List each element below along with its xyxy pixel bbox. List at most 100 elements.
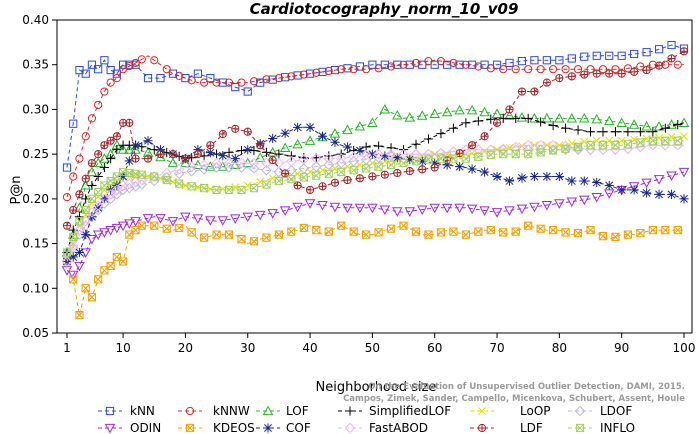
data-point: [678, 167, 690, 178]
data-point: [92, 230, 104, 241]
data-point: [74, 224, 85, 236]
data-point: [362, 65, 371, 74]
data-point: [69, 232, 78, 241]
data-point: [299, 223, 308, 233]
series-line: [66, 50, 685, 226]
data-point: [586, 65, 595, 74]
data-point: [268, 156, 277, 165]
data-point: [342, 124, 353, 135]
data-point: [181, 154, 190, 163]
data-point: [492, 60, 502, 69]
data-point: [560, 123, 571, 133]
data-point: [549, 146, 558, 155]
data-point: [454, 104, 465, 115]
data-point: [642, 188, 652, 198]
data-point: [286, 155, 297, 167]
data-point: [673, 60, 682, 69]
data-point: [404, 112, 416, 122]
data-point: [617, 185, 627, 195]
legend-item-kdeos: KDEOS: [178, 421, 255, 434]
series-knnw: [62, 55, 684, 202]
data-point: [206, 74, 215, 83]
legend-label: SimplifiedLOF: [369, 404, 451, 418]
y-tick-label: 0.40: [22, 13, 49, 27]
series-cof: [62, 122, 689, 267]
data-point: [130, 140, 141, 150]
data-point: [124, 219, 135, 229]
data-point: [74, 212, 85, 222]
legend-label: LDOF: [600, 404, 632, 418]
data-point: [299, 70, 308, 79]
data-point: [354, 203, 366, 214]
data-point: [598, 232, 608, 241]
data-point: [380, 60, 389, 69]
data-point: [130, 144, 141, 154]
data-point: [449, 227, 458, 236]
data-point: [654, 189, 664, 199]
data-point: [561, 228, 570, 237]
y-axis: 0.05 0.10 0.15 0.20 0.25 0.30 0.35 0.40: [22, 13, 58, 340]
data-point: [443, 60, 452, 69]
data-point: [173, 168, 185, 180]
legend-label: kNNW: [213, 404, 250, 418]
data-point: [175, 179, 184, 188]
data-point: [367, 149, 377, 159]
legend-marker: [575, 423, 585, 433]
data-point: [529, 171, 540, 182]
data-point: [455, 162, 465, 172]
data-point: [156, 74, 165, 83]
data-point: [554, 171, 564, 182]
data-point: [337, 221, 346, 230]
data-point: [167, 217, 179, 227]
data-point: [317, 131, 328, 141]
data-point: [604, 180, 614, 191]
data-point: [142, 214, 154, 224]
data-point: [94, 275, 103, 284]
data-point: [373, 148, 384, 160]
data-point: [392, 109, 403, 120]
y-tick-label: 0.35: [22, 58, 49, 72]
data-point: [524, 150, 533, 159]
data-point: [304, 199, 316, 209]
data-point: [491, 108, 503, 118]
y-tick-label: 0.20: [22, 192, 49, 206]
data-point: [324, 151, 334, 161]
y-axis-title: P@n: [9, 175, 24, 204]
data-point: [499, 228, 508, 237]
data-point: [492, 118, 502, 127]
data-point: [75, 311, 84, 320]
data-point: [449, 154, 458, 163]
data-point: [173, 164, 185, 175]
data-point: [131, 154, 140, 163]
x-tick-label: 50: [365, 341, 380, 355]
legend-label: INFLO: [600, 421, 635, 434]
legend-marker: [477, 423, 487, 433]
data-point: [323, 159, 335, 171]
legend-item-loop: LoOP: [470, 404, 551, 418]
data-point: [392, 153, 402, 163]
data-point: [524, 65, 533, 74]
data-point: [368, 60, 377, 69]
data-point: [517, 173, 527, 183]
data-point: [106, 136, 115, 145]
data-point: [87, 194, 97, 203]
data-point: [461, 60, 470, 69]
data-point: [217, 161, 229, 171]
data-point: [112, 132, 121, 141]
data-point: [479, 206, 490, 216]
data-point: [418, 165, 427, 174]
x-tick-label: 80: [552, 341, 567, 355]
data-point: [193, 69, 202, 78]
data-point: [598, 65, 608, 74]
data-point: [511, 113, 521, 123]
data-point: [393, 168, 402, 178]
series-kdeos: [62, 221, 684, 320]
data-point: [262, 180, 271, 189]
data-point: [630, 67, 639, 76]
data-point: [298, 163, 310, 174]
data-point: [541, 112, 553, 123]
data-point: [124, 178, 135, 189]
data-point: [280, 128, 290, 138]
data-point: [150, 221, 159, 230]
data-point: [592, 177, 602, 188]
